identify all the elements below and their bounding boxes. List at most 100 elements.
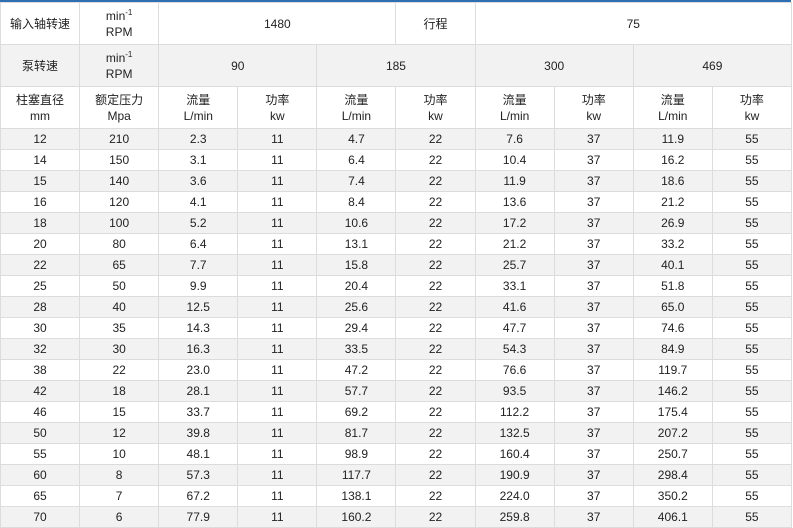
header-flow: 流量 L/min bbox=[158, 86, 239, 129]
table-cell: 55 bbox=[711, 506, 792, 528]
table-cell: 37 bbox=[553, 317, 634, 339]
input-speed-unit: min-1 RPM bbox=[79, 2, 160, 45]
table-cell: 11 bbox=[237, 443, 318, 465]
table-cell: 55 bbox=[711, 359, 792, 381]
table-cell: 224.0 bbox=[474, 485, 555, 507]
table-cell: 57.7 bbox=[316, 380, 397, 402]
table-cell: 22 bbox=[395, 233, 476, 255]
table-cell: 190.9 bbox=[474, 464, 555, 486]
table-cell: 54.3 bbox=[474, 338, 555, 360]
table-cell: 15 bbox=[79, 401, 160, 423]
table-cell: 60 bbox=[0, 464, 81, 486]
column-header-row: 柱塞直径 mm 额定压力 Mpa 流量 L/min 功率 kw 流量 L/min 功率 kw 流量 L… bbox=[0, 86, 792, 129]
table-cell: 37 bbox=[553, 212, 634, 234]
table-cell: 207.2 bbox=[632, 422, 713, 444]
table-cell: 22 bbox=[395, 464, 476, 486]
table-cell: 14 bbox=[0, 149, 81, 171]
table-cell: 250.7 bbox=[632, 443, 713, 465]
table-cell: 8.4 bbox=[316, 191, 397, 213]
table-cell: 76.6 bbox=[474, 359, 555, 381]
table-cell: 65 bbox=[0, 485, 81, 507]
table-cell: 22 bbox=[395, 485, 476, 507]
table-cell: 57.3 bbox=[158, 464, 239, 486]
table-cell: 37 bbox=[553, 170, 634, 192]
header-power: 功率 kw bbox=[395, 86, 476, 129]
table-cell: 7.7 bbox=[158, 254, 239, 276]
table-cell: 37 bbox=[553, 401, 634, 423]
table-cell: 11 bbox=[237, 506, 318, 528]
table-cell: 16.2 bbox=[632, 149, 713, 171]
table-cell: 55 bbox=[711, 254, 792, 276]
header-power: 功率 kw bbox=[553, 86, 634, 129]
table-cell: 298.4 bbox=[632, 464, 713, 486]
table-cell: 70 bbox=[0, 506, 81, 528]
table-cell: 22 bbox=[395, 296, 476, 318]
table-cell: 77.9 bbox=[158, 506, 239, 528]
table-cell: 28.1 bbox=[158, 380, 239, 402]
table-cell: 37 bbox=[553, 275, 634, 297]
table-cell: 26.9 bbox=[632, 212, 713, 234]
table-cell: 55 bbox=[711, 338, 792, 360]
table-cell: 117.7 bbox=[316, 464, 397, 486]
header-power: 功率 kw bbox=[711, 86, 792, 129]
table-cell: 33.5 bbox=[316, 338, 397, 360]
table-cell: 40 bbox=[79, 296, 160, 318]
pump-speed-label: 泵转速 bbox=[0, 44, 81, 87]
table-cell: 65.0 bbox=[632, 296, 713, 318]
table-cell: 25 bbox=[0, 275, 81, 297]
table-row: 42 18 28.1 11 57.7 22 93.5 37 146.2 55 bbox=[0, 380, 792, 402]
table-cell: 10 bbox=[79, 443, 160, 465]
table-cell: 11 bbox=[237, 422, 318, 444]
table-cell: 25.7 bbox=[474, 254, 555, 276]
table-cell: 74.6 bbox=[632, 317, 713, 339]
table-cell: 11 bbox=[237, 275, 318, 297]
table-cell: 22 bbox=[395, 380, 476, 402]
table-cell: 22 bbox=[395, 254, 476, 276]
table-cell: 22 bbox=[395, 401, 476, 423]
table-cell: 112.2 bbox=[474, 401, 555, 423]
table-cell: 18.6 bbox=[632, 170, 713, 192]
table-cell: 3.1 bbox=[158, 149, 239, 171]
header-flow: 流量 L/min bbox=[316, 86, 397, 129]
table-cell: 11.9 bbox=[632, 128, 713, 150]
table-cell: 55 bbox=[711, 317, 792, 339]
table-cell: 350.2 bbox=[632, 485, 713, 507]
table-cell: 81.7 bbox=[316, 422, 397, 444]
table-cell: 55 bbox=[711, 380, 792, 402]
table-cell: 37 bbox=[553, 359, 634, 381]
header-power: 功率 kw bbox=[237, 86, 318, 129]
table-cell: 21.2 bbox=[474, 233, 555, 255]
table-cell: 55 bbox=[711, 296, 792, 318]
table-cell: 6.4 bbox=[316, 149, 397, 171]
table-cell: 11 bbox=[237, 128, 318, 150]
table-cell: 11 bbox=[237, 191, 318, 213]
table-cell: 18 bbox=[0, 212, 81, 234]
table-cell: 210 bbox=[79, 128, 160, 150]
table-row: 20 80 6.4 11 13.1 22 21.2 37 33.2 55 bbox=[0, 233, 792, 255]
table-cell: 37 bbox=[553, 191, 634, 213]
table-cell: 175.4 bbox=[632, 401, 713, 423]
table-cell: 11 bbox=[237, 170, 318, 192]
table-cell: 11 bbox=[237, 149, 318, 171]
table-row: 22 65 7.7 11 15.8 22 25.7 37 40.1 55 bbox=[0, 254, 792, 276]
table-row: 70 6 77.9 11 160.2 22 259.8 37 406.1 55 bbox=[0, 506, 792, 528]
table-cell: 160.4 bbox=[474, 443, 555, 465]
table-cell: 55 bbox=[711, 422, 792, 444]
table-cell: 21.2 bbox=[632, 191, 713, 213]
table-row: 46 15 33.7 11 69.2 22 112.2 37 175.4 55 bbox=[0, 401, 792, 423]
table-cell: 10.6 bbox=[316, 212, 397, 234]
table-cell: 7.6 bbox=[474, 128, 555, 150]
table-cell: 67.2 bbox=[158, 485, 239, 507]
table-row: 50 12 39.8 11 81.7 22 132.5 37 207.2 55 bbox=[0, 422, 792, 444]
table-row: 30 35 14.3 11 29.4 22 47.7 37 74.6 55 bbox=[0, 317, 792, 339]
table-cell: 48.1 bbox=[158, 443, 239, 465]
table-cell: 37 bbox=[553, 233, 634, 255]
table-cell: 47.7 bbox=[474, 317, 555, 339]
table-cell: 35 bbox=[79, 317, 160, 339]
table-cell: 22 bbox=[0, 254, 81, 276]
table-row: 25 50 9.9 11 20.4 22 33.1 37 51.8 55 bbox=[0, 275, 792, 297]
table-cell: 22 bbox=[395, 443, 476, 465]
table-cell: 98.9 bbox=[316, 443, 397, 465]
